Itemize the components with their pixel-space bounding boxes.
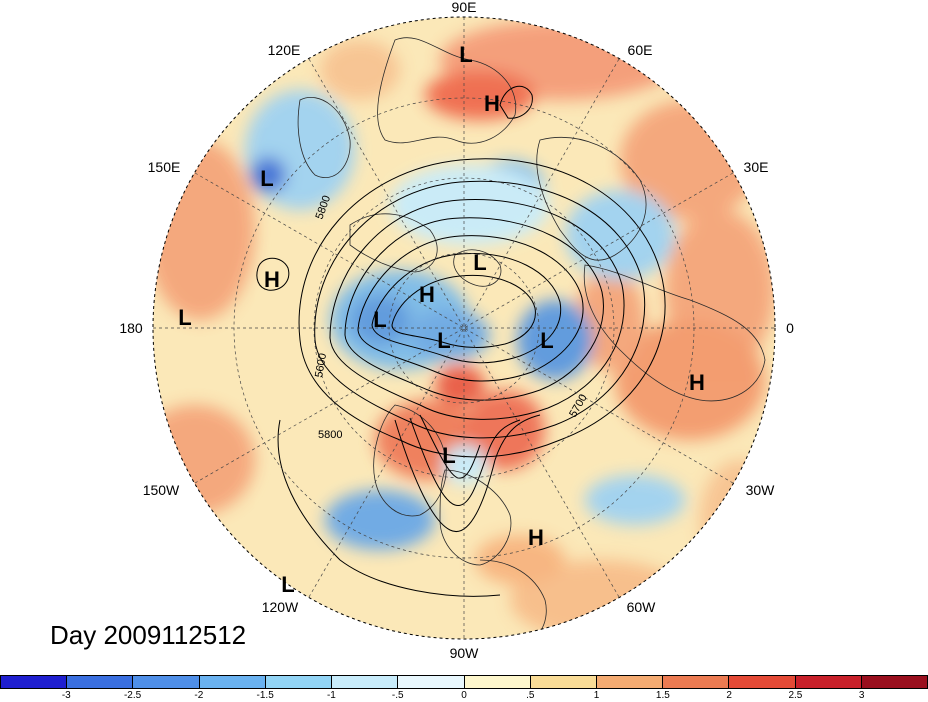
pressure-center-low: L xyxy=(459,42,472,67)
lon-label-120e: 120E xyxy=(268,42,301,58)
day-label: Day 2009112512 xyxy=(50,620,247,650)
colorbar-segment xyxy=(133,676,200,688)
colorbar-segment xyxy=(199,676,266,688)
colorbar-segment xyxy=(398,676,465,688)
colorbar-segment xyxy=(861,676,928,688)
colorbar-tick-labels: -3 -2.5 -2 -1.5 -1 -.5 0 .5 1 1.5 2 2.5 3 xyxy=(0,690,928,702)
height-contours xyxy=(256,85,666,597)
colorbar-tick-label: 2 xyxy=(726,690,732,701)
pressure-center-high: H xyxy=(484,91,500,116)
pressure-center-low: L xyxy=(281,572,294,597)
colorbar-segment xyxy=(596,676,664,688)
lon-label-90w: 90W xyxy=(450,645,480,661)
colorbar-segment xyxy=(663,676,730,688)
colorbar-tick-label: 2.5 xyxy=(788,690,803,701)
map-boundary xyxy=(152,16,776,640)
pressure-centers: L H L H L L H L L L H L H L xyxy=(178,42,705,597)
colorbar xyxy=(0,675,928,689)
pressure-center-high: H xyxy=(528,525,544,550)
colorbar-tick-label: -2.5 xyxy=(123,690,142,701)
colorbar-segment xyxy=(464,676,531,688)
colorbar-segment xyxy=(729,676,796,688)
lon-label-60e: 60E xyxy=(628,42,653,58)
lon-label-90e: 90E xyxy=(452,0,477,15)
pressure-center-low: L xyxy=(178,305,191,330)
contour-label: 5600 xyxy=(313,352,329,378)
anomaly-field xyxy=(153,17,775,639)
colorbar-tick-label: .5 xyxy=(526,690,535,701)
lon-label-30e: 30E xyxy=(744,159,769,175)
pressure-center-high: H xyxy=(264,267,280,292)
pressure-center-low: L xyxy=(442,443,455,468)
pressure-center-low: L xyxy=(473,250,486,275)
lon-label-0: 0 xyxy=(786,320,794,336)
colorbar-segment xyxy=(67,676,134,688)
colorbar-tick-label: -1 xyxy=(326,690,336,701)
lon-label-150e: 150E xyxy=(148,159,181,175)
colorbar-segment xyxy=(265,676,333,688)
pressure-center-low: L xyxy=(437,328,450,353)
colorbar-tick-label: -2 xyxy=(194,690,204,701)
pressure-center-high: H xyxy=(419,282,435,307)
colorbar-segment xyxy=(795,676,862,688)
colorbar-tick-label: 3 xyxy=(858,690,865,701)
pressure-center-low: L xyxy=(373,307,386,332)
pressure-center-high: H xyxy=(689,370,705,395)
graticule xyxy=(153,17,775,639)
colorbar-tick-label: -3 xyxy=(61,690,71,701)
colorbar-tick-label: 0 xyxy=(461,690,467,701)
pressure-center-low: L xyxy=(540,328,553,353)
lon-label-60w: 60W xyxy=(627,599,657,615)
colorbar-segment xyxy=(332,676,399,688)
lon-label-180: 180 xyxy=(119,320,143,336)
colorbar-tick-label: 1 xyxy=(593,690,600,701)
colorbar-segment xyxy=(530,676,597,688)
colorbar-tick-label: 1.5 xyxy=(655,690,670,701)
colorbar-segment xyxy=(1,676,68,688)
lon-label-120w: 120W xyxy=(262,599,299,615)
lon-label-30w: 30W xyxy=(746,482,776,498)
lon-label-150w: 150W xyxy=(143,482,180,498)
contour-label: 5800 xyxy=(318,429,342,441)
pressure-center-low: L xyxy=(260,166,273,191)
colorbar-tick-label: -.5 xyxy=(391,690,404,701)
colorbar-tick-label: -1.5 xyxy=(256,690,274,701)
